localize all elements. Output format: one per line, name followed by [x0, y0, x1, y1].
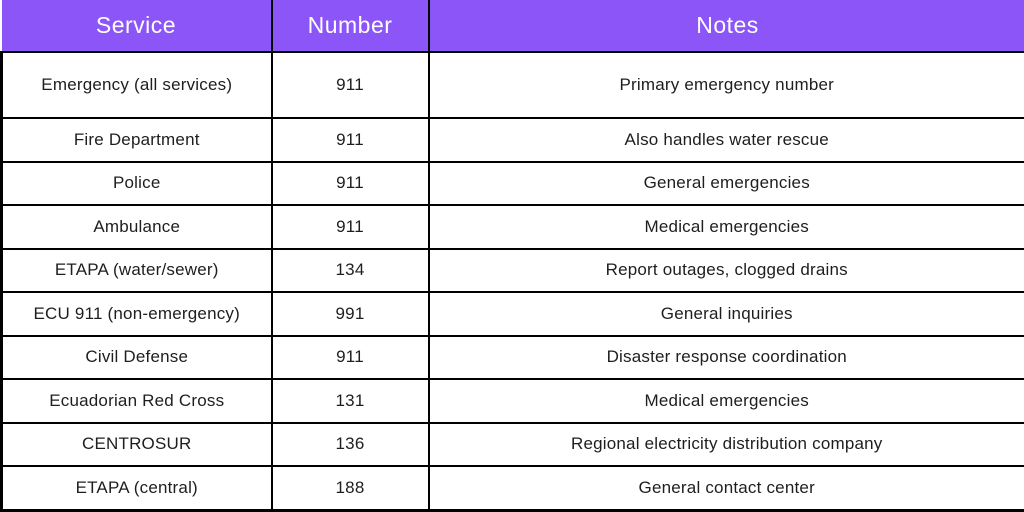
- cell-notes: General inquiries: [427, 291, 1024, 337]
- table-row: Civil Defense 911 Disaster response coor…: [0, 334, 1024, 381]
- table-row: CENTROSUR 136 Regional electricity distr…: [0, 421, 1024, 468]
- cell-notes: Medical emergencies: [427, 378, 1024, 424]
- cell-number: 911: [270, 117, 430, 163]
- cell-notes: Also handles water rescue: [427, 117, 1024, 163]
- header-row: Service Number Notes: [1, 0, 1024, 53]
- cell-service: Ambulance: [0, 204, 273, 250]
- cell-service: ETAPA (water/sewer): [0, 247, 273, 294]
- cell-notes: Regional electricity distribution compan…: [427, 421, 1024, 468]
- table-row: Fire Department 911 Also handles water r…: [0, 117, 1024, 163]
- table-row: Police 911 General emergencies: [0, 160, 1024, 207]
- cell-number: 911: [270, 204, 430, 250]
- cell-service: Police: [0, 160, 273, 207]
- cell-service: Fire Department: [0, 117, 273, 163]
- table-row: Ecuadorian Red Cross 131 Medical emergen…: [0, 378, 1024, 424]
- cell-number: 134: [270, 247, 430, 294]
- cell-number: 911: [270, 51, 430, 119]
- cell-number: 131: [270, 378, 430, 424]
- cell-service: Emergency (all services): [0, 51, 273, 119]
- column-header-service: Service: [1, 0, 273, 53]
- cell-service: Ecuadorian Red Cross: [0, 378, 273, 424]
- column-header-notes: Notes: [427, 0, 1024, 53]
- cell-number: 911: [270, 160, 430, 207]
- cell-number: 911: [270, 334, 430, 381]
- cell-number: 136: [270, 421, 430, 468]
- cell-notes: Disaster response coordination: [427, 334, 1024, 381]
- table-row: Emergency (all services) 911 Primary eme…: [0, 51, 1024, 119]
- cell-service: CENTROSUR: [0, 421, 273, 468]
- cell-service: ETAPA (central): [0, 465, 273, 512]
- cell-notes: Medical emergencies: [427, 204, 1024, 250]
- cell-number: 991: [270, 291, 430, 337]
- cell-notes: General contact center: [427, 465, 1024, 512]
- cell-notes: General emergencies: [427, 160, 1024, 207]
- cell-notes: Report outages, clogged drains: [427, 247, 1024, 294]
- cell-service: ECU 911 (non-emergency): [0, 291, 273, 337]
- cell-service: Civil Defense: [0, 334, 273, 381]
- table-row: ETAPA (central) 188 General contact cent…: [0, 465, 1024, 512]
- table-row: ETAPA (water/sewer) 134 Report outages, …: [0, 247, 1024, 294]
- table-row: Ambulance 911 Medical emergencies: [0, 204, 1024, 250]
- table-row: ECU 911 (non-emergency) 991 General inqu…: [0, 291, 1024, 337]
- column-header-number: Number: [270, 0, 430, 53]
- cell-notes: Primary emergency number: [427, 51, 1024, 119]
- cell-number: 188: [270, 465, 430, 512]
